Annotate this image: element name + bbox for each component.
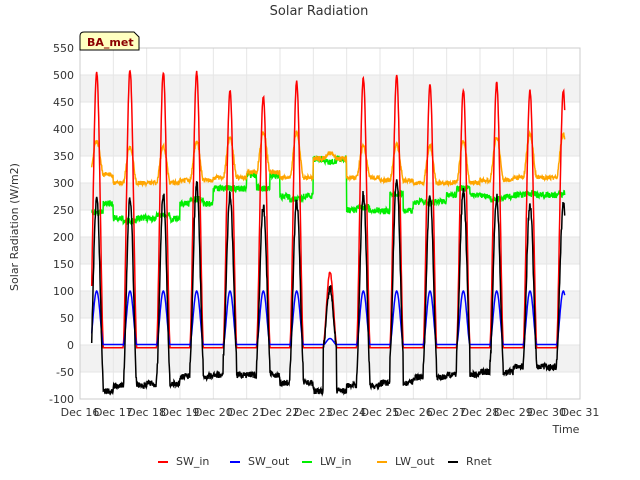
x-tick-label: Dec 30	[527, 406, 566, 419]
y-tick-label: 50	[60, 312, 74, 325]
chart-title: Solar Radiation	[270, 4, 369, 19]
y-tick-label: 550	[53, 42, 74, 55]
legend-label: SW_out	[248, 455, 290, 468]
legend-label: LW_out	[395, 455, 435, 468]
x-tick-label: Dec 25	[361, 406, 400, 419]
y-tick-label: 450	[53, 96, 74, 109]
x-tick-label: Dec 18	[127, 406, 166, 419]
y-tick-label: -100	[49, 393, 74, 406]
x-tick-label: Dec 17	[94, 406, 133, 419]
series-line-sw-in	[90, 69, 566, 349]
legend-label: SW_in	[176, 455, 209, 468]
x-tick-label: Dec 28	[461, 406, 500, 419]
background-band	[80, 75, 580, 102]
y-tick-label: -50	[56, 366, 74, 379]
x-tick-label: Dec 20	[194, 406, 233, 419]
legend-label: Rnet	[466, 455, 492, 468]
series-line-rnet	[90, 179, 566, 397]
series-lines	[90, 69, 566, 397]
x-tick-label: Dec 27	[427, 406, 466, 419]
x-tick-label: Dec 23	[294, 406, 333, 419]
x-tick-label: Dec 19	[161, 406, 200, 419]
badge-label: BA_met	[87, 36, 134, 49]
y-tick-label: 0	[67, 339, 74, 352]
y-tick-label: 250	[53, 204, 74, 217]
y-axis-label: Solar Radiation (W/m2)	[8, 163, 21, 291]
legend-label: LW_in	[320, 455, 352, 468]
series-line-sw-out	[90, 289, 566, 347]
y-tick-label: 200	[53, 231, 74, 244]
y-axis-ticks: -100 -50 0 50 100 150 200 250 300 350 400 450 500 550	[49, 42, 74, 406]
background-band	[80, 345, 580, 372]
y-tick-label: 500	[53, 69, 74, 82]
badge-box	[79, 31, 140, 51]
ba-met-badge: BA_met	[79, 31, 140, 51]
y-tick-label: 300	[53, 177, 74, 190]
series-line-lw-out	[90, 129, 566, 188]
y-tick-label: 400	[53, 123, 74, 136]
x-tick-label: Dec 24	[327, 406, 366, 419]
series-line-lw-in	[91, 154, 566, 226]
plot-frame	[79, 47, 581, 400]
background-band	[80, 291, 580, 318]
x-axis-label: Time	[552, 423, 580, 436]
legend: SW_in SW_out LW_in LW_out Rnet	[158, 455, 492, 468]
x-tick-label: Dec 29	[494, 406, 533, 419]
y-tick-label: 100	[53, 285, 74, 298]
x-tick-label: Dec 22	[261, 406, 300, 419]
x-tick-label: Dec 31	[561, 406, 600, 419]
y-tick-label: 150	[53, 258, 74, 271]
x-tick-label: Dec 16	[61, 406, 100, 419]
x-tick-label: Dec 26	[394, 406, 433, 419]
x-tick-label: Dec 21	[227, 406, 266, 419]
y-tick-label: 350	[53, 150, 74, 163]
background-bands	[80, 75, 580, 372]
background-band	[80, 237, 580, 264]
